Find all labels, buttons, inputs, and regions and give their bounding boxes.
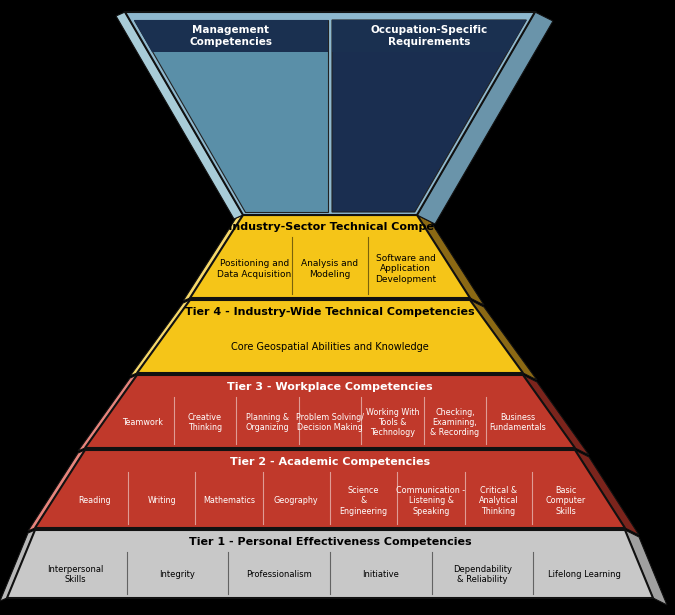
Polygon shape [130, 300, 190, 376]
Polygon shape [7, 530, 653, 598]
Text: Mathematics: Mathematics [203, 496, 255, 505]
Polygon shape [625, 530, 667, 605]
Text: Basic
Computer
Skills: Basic Computer Skills [545, 486, 586, 515]
Text: Science
&
Engineering: Science & Engineering [340, 486, 387, 515]
Text: Problem Solving/
Decision Making: Problem Solving/ Decision Making [296, 413, 364, 432]
Polygon shape [575, 450, 639, 535]
Polygon shape [0, 530, 35, 601]
Text: Integrity: Integrity [159, 569, 195, 579]
Text: Initiative: Initiative [362, 569, 400, 579]
Polygon shape [332, 20, 526, 52]
Polygon shape [35, 450, 625, 528]
Text: Management
Competencies: Management Competencies [189, 25, 272, 47]
Polygon shape [190, 215, 470, 298]
Text: Critical &
Analytical
Thinking: Critical & Analytical Thinking [479, 486, 518, 515]
Text: Teamwork: Teamwork [122, 418, 163, 427]
Text: Business
Fundamentals: Business Fundamentals [489, 413, 546, 432]
Text: Writing: Writing [147, 496, 176, 505]
Polygon shape [417, 215, 484, 305]
Text: Interpersonal
Skills: Interpersonal Skills [47, 565, 104, 584]
Polygon shape [85, 375, 575, 448]
Polygon shape [28, 450, 85, 531]
Text: Reading: Reading [78, 496, 111, 505]
Polygon shape [523, 375, 589, 455]
Polygon shape [332, 20, 526, 212]
Text: Tier 3 - Workplace Competencies: Tier 3 - Workplace Competencies [227, 382, 433, 392]
Text: Occupation-Specific
Requirements: Occupation-Specific Requirements [371, 25, 488, 47]
Text: Analysis and
Modeling: Analysis and Modeling [302, 260, 358, 279]
Polygon shape [137, 300, 523, 373]
Text: Creative
Thinking: Creative Thinking [188, 413, 222, 432]
Polygon shape [116, 12, 243, 219]
Text: Working With
Tools &
Technology: Working With Tools & Technology [366, 408, 419, 437]
Text: Software and
Application
Development: Software and Application Development [375, 254, 436, 284]
Text: Professionalism: Professionalism [246, 569, 312, 579]
Polygon shape [78, 375, 137, 451]
Text: Planning &
Organizing: Planning & Organizing [246, 413, 290, 432]
Text: Tier 2 - Academic Competencies: Tier 2 - Academic Competencies [230, 457, 430, 467]
Polygon shape [134, 20, 328, 52]
Text: Lifelong Learning: Lifelong Learning [548, 569, 621, 579]
Text: Dependability
& Reliability: Dependability & Reliability [453, 565, 512, 584]
Text: Core Geospatial Abilities and Knowledge: Core Geospatial Abilities and Knowledge [231, 343, 429, 352]
Text: Positioning and
Data Acquisition: Positioning and Data Acquisition [217, 260, 292, 279]
Text: Tier 5 - Industry-Sector Technical Competencies: Tier 5 - Industry-Sector Technical Compe… [180, 222, 479, 232]
Polygon shape [183, 215, 243, 301]
Polygon shape [417, 12, 553, 224]
Polygon shape [125, 12, 535, 215]
Text: Tier 1 - Personal Effectiveness Competencies: Tier 1 - Personal Effectiveness Competen… [189, 537, 471, 547]
Polygon shape [134, 20, 328, 212]
Text: Tier 4 - Industry-Wide Technical Competencies: Tier 4 - Industry-Wide Technical Compete… [185, 307, 475, 317]
Text: Communication -
Listening &
Speaking: Communication - Listening & Speaking [396, 486, 466, 515]
Text: Checking,
Examining,
& Recording: Checking, Examining, & Recording [431, 408, 480, 437]
Polygon shape [470, 300, 537, 380]
Text: Geography: Geography [274, 496, 319, 505]
